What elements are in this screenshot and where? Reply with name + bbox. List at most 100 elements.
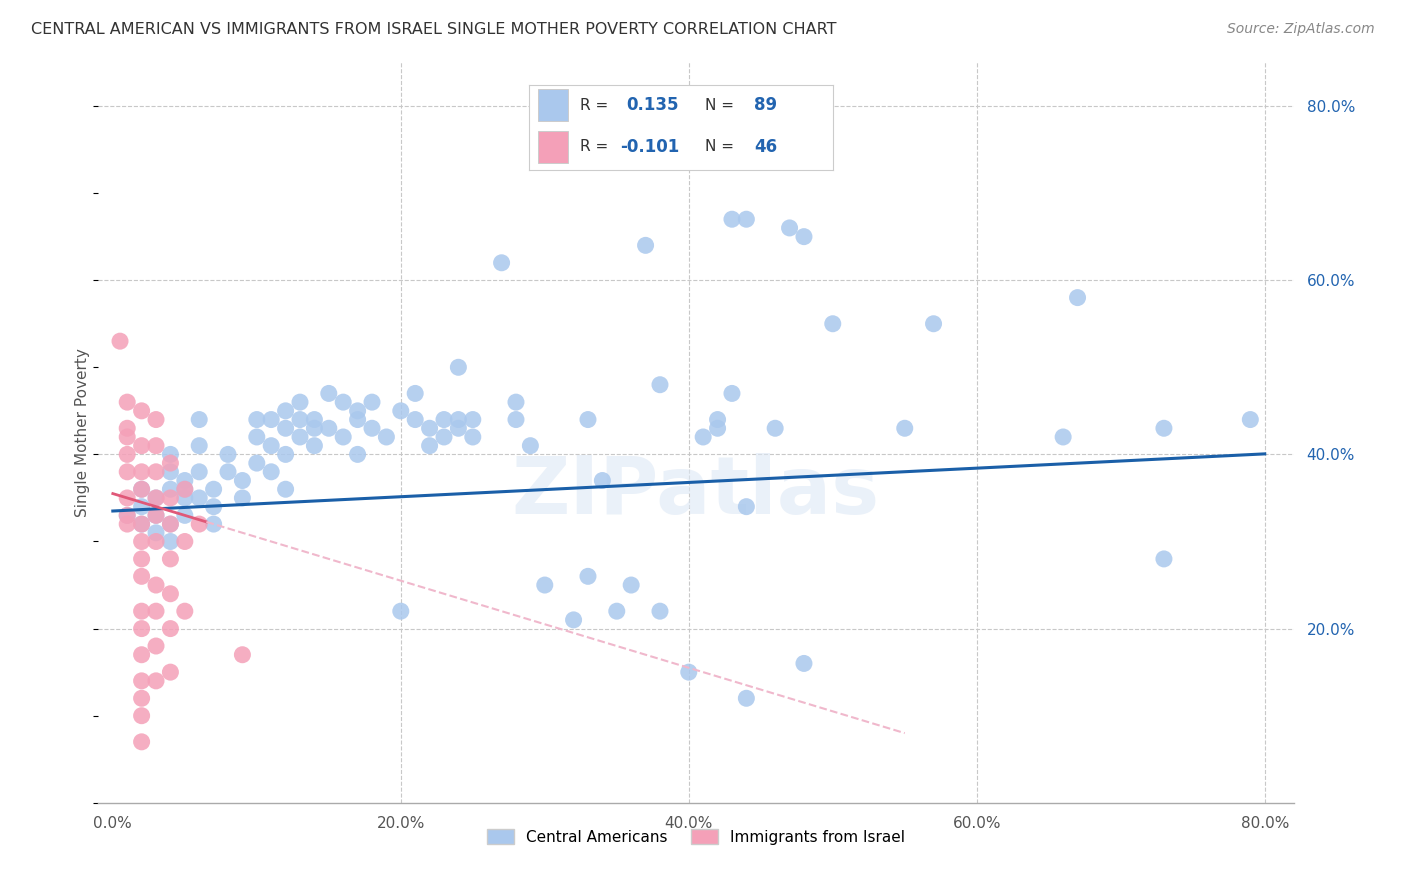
Point [332, 395, 354, 409]
Point [131, 604, 153, 618]
Text: ZIPatlas: ZIPatlas [512, 453, 880, 531]
Point [188, 517, 211, 532]
Point [1239, 412, 1261, 426]
Point [533, 578, 555, 592]
Point [318, 421, 340, 435]
Point [159, 517, 181, 532]
Point [159, 482, 181, 496]
Point [404, 412, 426, 426]
Point [1153, 552, 1175, 566]
Point [145, 525, 167, 540]
Point [447, 412, 470, 426]
Point [389, 404, 412, 418]
Point [346, 447, 368, 461]
Point [893, 421, 915, 435]
Point [188, 491, 211, 505]
Point [288, 430, 311, 444]
Point [706, 421, 728, 435]
Text: CENTRAL AMERICAN VS IMMIGRANTS FROM ISRAEL SINGLE MOTHER POVERTY CORRELATION CHA: CENTRAL AMERICAN VS IMMIGRANTS FROM ISRA… [31, 22, 837, 37]
Point [145, 673, 167, 688]
Point [131, 708, 153, 723]
Point [173, 508, 195, 523]
Point [131, 648, 153, 662]
Point [361, 421, 384, 435]
Point [108, 334, 131, 348]
Point [145, 412, 167, 426]
Point [274, 447, 297, 461]
Point [260, 465, 283, 479]
Y-axis label: Single Mother Poverty: Single Mother Poverty [75, 348, 90, 517]
Point [260, 439, 283, 453]
Legend: Central Americans, Immigrants from Israel: Central Americans, Immigrants from Israe… [481, 822, 911, 851]
Point [1153, 421, 1175, 435]
Point [375, 430, 398, 444]
Point [274, 404, 297, 418]
Point [115, 465, 138, 479]
Point [491, 256, 513, 270]
Point [202, 500, 225, 514]
Point [433, 430, 456, 444]
Point [779, 221, 801, 235]
Point [115, 508, 138, 523]
Point [419, 421, 441, 435]
Point [346, 404, 368, 418]
Point [721, 386, 744, 401]
Point [1066, 291, 1088, 305]
Point [145, 604, 167, 618]
Point [188, 465, 211, 479]
Point [173, 491, 195, 505]
Point [159, 517, 181, 532]
Point [115, 517, 138, 532]
Point [173, 604, 195, 618]
Point [246, 430, 269, 444]
Point [173, 482, 195, 496]
Point [246, 412, 269, 426]
Point [145, 639, 167, 653]
Point [648, 377, 671, 392]
Point [145, 439, 167, 453]
Point [304, 421, 326, 435]
Point [173, 534, 195, 549]
Point [202, 482, 225, 496]
Point [576, 569, 599, 583]
Point [793, 229, 815, 244]
Point [145, 491, 167, 505]
Point [131, 691, 153, 706]
Point [606, 604, 628, 618]
Point [447, 360, 470, 375]
Point [634, 238, 657, 252]
Point [721, 212, 744, 227]
Point [274, 482, 297, 496]
Point [505, 395, 527, 409]
Point [159, 465, 181, 479]
Point [821, 317, 844, 331]
Point [173, 482, 195, 496]
Point [288, 395, 311, 409]
Point [304, 439, 326, 453]
Point [145, 491, 167, 505]
Point [173, 474, 195, 488]
Point [131, 517, 153, 532]
Point [115, 447, 138, 461]
Point [159, 587, 181, 601]
Point [115, 395, 138, 409]
Point [274, 421, 297, 435]
Point [217, 447, 239, 461]
Point [793, 657, 815, 671]
Point [735, 500, 758, 514]
Point [115, 491, 138, 505]
Point [131, 439, 153, 453]
Point [202, 517, 225, 532]
Point [447, 421, 470, 435]
Point [159, 534, 181, 549]
Point [131, 404, 153, 418]
Point [361, 395, 384, 409]
Point [188, 439, 211, 453]
Point [562, 613, 585, 627]
Point [461, 412, 484, 426]
Point [115, 508, 138, 523]
Point [735, 212, 758, 227]
Point [131, 534, 153, 549]
Point [231, 648, 253, 662]
Point [115, 430, 138, 444]
